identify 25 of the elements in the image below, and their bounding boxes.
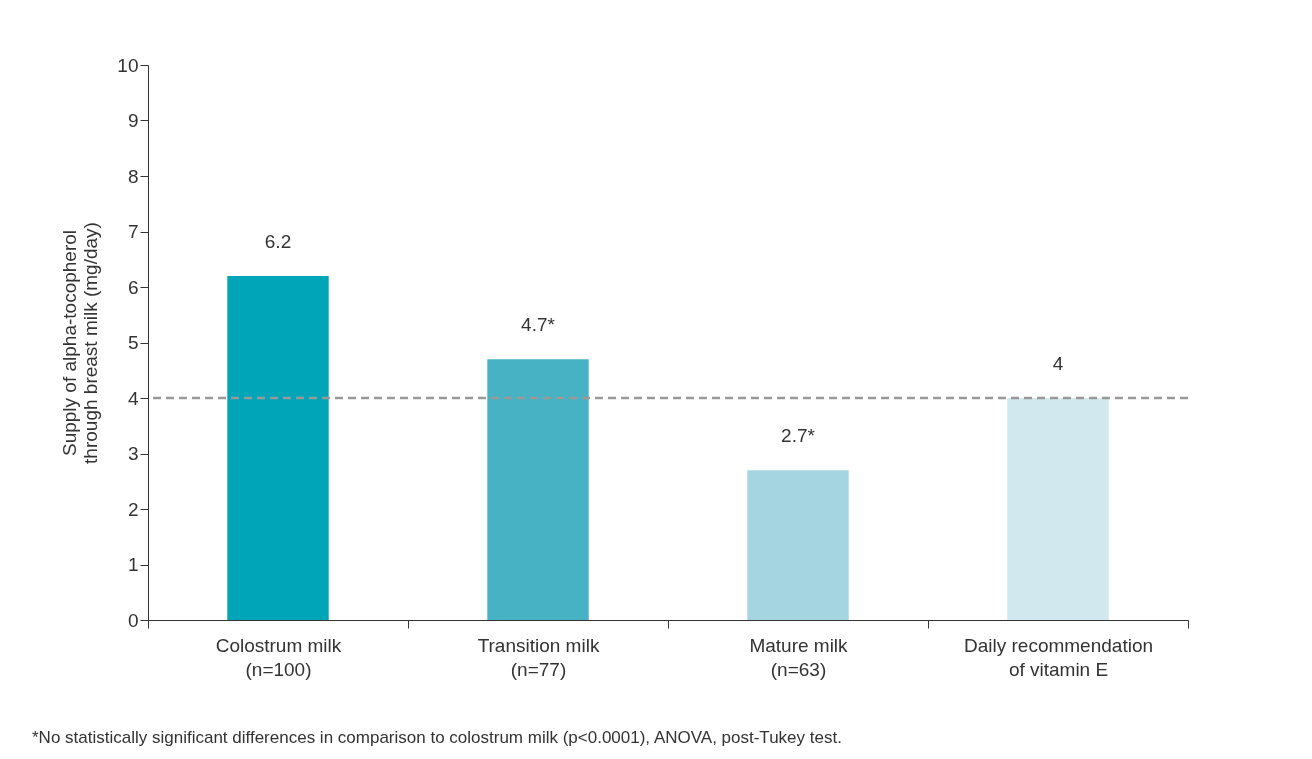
bar	[227, 275, 329, 620]
y-tick-label: 2	[127, 498, 139, 520]
data-label: 4	[1052, 353, 1064, 374]
y-tick-label: 7	[127, 221, 139, 242]
y-tick-label: 1	[127, 554, 139, 575]
data-label: 4.7*	[521, 314, 556, 336]
y-tick-label: 4	[127, 387, 139, 409]
x-tick-label: Daily recommendation of vitamin E	[963, 634, 1154, 680]
y-tick-label: 9	[127, 110, 139, 131]
y-tick-label: 8	[127, 165, 139, 187]
x-tick-label: Colostrum milk (n=100)	[215, 634, 342, 680]
data-label: 2.7*	[781, 425, 816, 447]
y-tick-label: 3	[127, 443, 139, 464]
bar	[1007, 398, 1109, 620]
text: *No statistically significant differences in comparison to colostrum milk (p<0.0001), ANOVA, post-Tukey test.	[32, 728, 842, 748]
y-axis-title: Supply of alpha-tocopherol through breast milk (mg/day)	[59, 222, 102, 464]
bar	[487, 359, 589, 620]
y-tick-label: 10	[117, 54, 139, 76]
x-tick-label: Mature milk (n=63)	[749, 634, 849, 680]
bar	[747, 470, 849, 620]
x-tick-label: Transition milk (n=77)	[477, 634, 600, 680]
y-tick-label: 5	[127, 332, 139, 353]
y-tick-label: 0	[127, 609, 139, 631]
data-label: 6.2	[264, 230, 292, 252]
y-tick-label: 6	[127, 276, 139, 298]
